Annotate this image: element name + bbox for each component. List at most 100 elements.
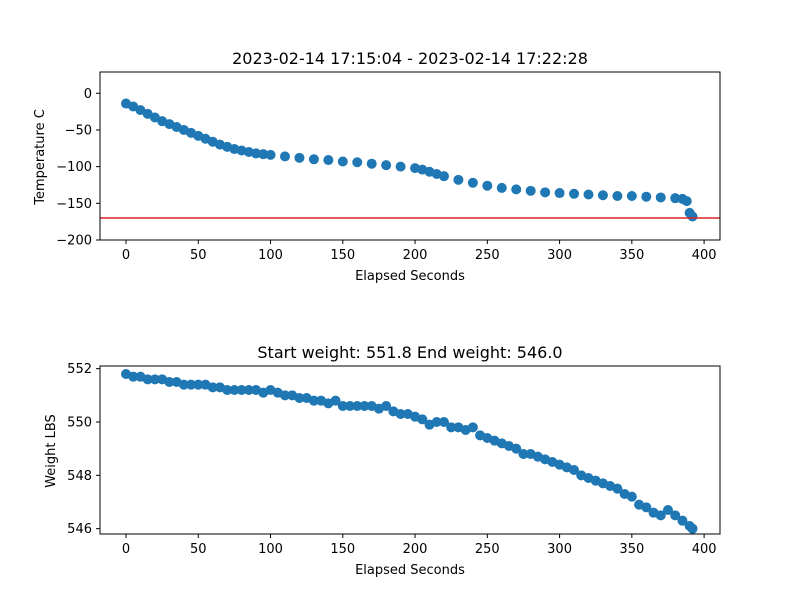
data-point: [670, 193, 681, 204]
data-point: [525, 185, 536, 196]
data-point: [337, 156, 348, 167]
weight-chart-ylabel: Weight LBS: [44, 414, 59, 488]
data-point: [677, 515, 688, 526]
data-point: [352, 157, 363, 168]
data-point: [345, 401, 356, 411]
data-point: [511, 443, 522, 454]
data-point: [583, 189, 594, 200]
y-tick-label: 546: [67, 522, 92, 537]
data-point: [467, 177, 478, 188]
data-point: [641, 502, 652, 513]
data-point: [687, 523, 698, 534]
x-tick-label: 50: [190, 542, 207, 557]
data-point: [366, 158, 377, 169]
x-tick-label: 50: [190, 248, 207, 263]
data-point: [431, 417, 442, 427]
data-point: [518, 449, 529, 459]
data-point: [626, 190, 637, 201]
data-point: [655, 192, 666, 203]
data-point: [229, 385, 240, 395]
data-point: [337, 401, 348, 411]
y-tick-label: −150: [56, 197, 92, 212]
data-points: [121, 369, 698, 534]
data-point: [294, 152, 305, 163]
data-point: [164, 377, 175, 387]
data-point: [569, 465, 580, 475]
data-point: [222, 385, 233, 395]
y-tick-label: 550: [67, 416, 92, 431]
y-tick-label: −100: [56, 160, 92, 175]
temperature-chart: 2023-02-14 17:15:04 - 2023-02-14 17:22:2…: [33, 49, 721, 284]
data-point: [687, 211, 698, 222]
data-point: [641, 191, 652, 202]
plot-frame: [99, 71, 721, 241]
data-point: [265, 149, 276, 160]
data-point: [482, 180, 493, 191]
x-tick-label: 350: [619, 248, 644, 263]
temperature-chart-xlabel: Elapsed Seconds: [355, 269, 465, 284]
data-point: [467, 422, 478, 433]
data-point: [612, 483, 623, 494]
x-tick-label: 100: [258, 542, 283, 557]
data-point: [626, 491, 637, 502]
data-point: [569, 188, 580, 199]
data-point: [655, 510, 666, 521]
data-point: [279, 390, 290, 401]
x-tick-label: 200: [403, 248, 428, 263]
data-point: [395, 161, 406, 172]
data-point: [496, 182, 507, 193]
data-point: [128, 371, 139, 382]
data-point: [662, 505, 673, 515]
data-point: [236, 385, 247, 395]
data-point: [417, 414, 428, 425]
x-tick-label: 350: [619, 542, 644, 557]
data-point: [381, 401, 392, 411]
data-point: [142, 374, 153, 385]
temperature-chart-title: 2023-02-14 17:15:04 - 2023-02-14 17:22:2…: [232, 49, 588, 68]
data-point: [395, 409, 406, 419]
data-point: [207, 382, 218, 393]
data-point: [670, 510, 681, 521]
data-point: [438, 417, 449, 427]
plot-frame: [99, 365, 721, 535]
data-point: [323, 155, 334, 166]
data-point: [279, 151, 290, 162]
y-tick-label: 548: [67, 469, 92, 484]
data-point: [330, 395, 341, 406]
x-tick-label: 0: [122, 542, 130, 557]
data-point: [193, 379, 204, 390]
data-point: [438, 171, 449, 182]
data-point: [251, 148, 262, 159]
x-tick-label: 250: [475, 542, 500, 557]
y-tick-label: 0: [84, 87, 92, 102]
data-point: [178, 379, 189, 390]
data-point: [446, 422, 457, 433]
data-point: [381, 160, 392, 171]
y-tick-label: 552: [67, 362, 92, 377]
weight-chart-xlabel: Elapsed Seconds: [355, 563, 465, 578]
data-point: [540, 187, 551, 198]
data-point: [359, 401, 370, 411]
temperature-chart-ylabel: Temperature C: [33, 109, 48, 206]
data-point: [352, 401, 363, 411]
x-tick-label: 150: [330, 542, 355, 557]
data-point: [612, 190, 623, 201]
y-tick-label: −50: [65, 123, 92, 138]
data-point: [681, 196, 692, 207]
x-tick-label: 150: [330, 248, 355, 263]
x-tick-label: 250: [475, 248, 500, 263]
data-point: [453, 174, 464, 185]
data-point: [511, 184, 522, 195]
data-point: [597, 190, 608, 201]
data-point: [308, 154, 319, 165]
weight-chart: Start weight: 551.8 End weight: 546.0 El…: [44, 343, 721, 578]
data-point: [258, 149, 269, 160]
x-tick-label: 300: [547, 248, 572, 263]
weight-chart-title: Start weight: 551.8 End weight: 546.0: [257, 343, 562, 362]
data-point: [294, 393, 305, 403]
data-points: [121, 98, 698, 222]
data-point: [186, 379, 197, 390]
x-tick-label: 0: [122, 248, 130, 263]
x-tick-label: 400: [692, 542, 717, 557]
